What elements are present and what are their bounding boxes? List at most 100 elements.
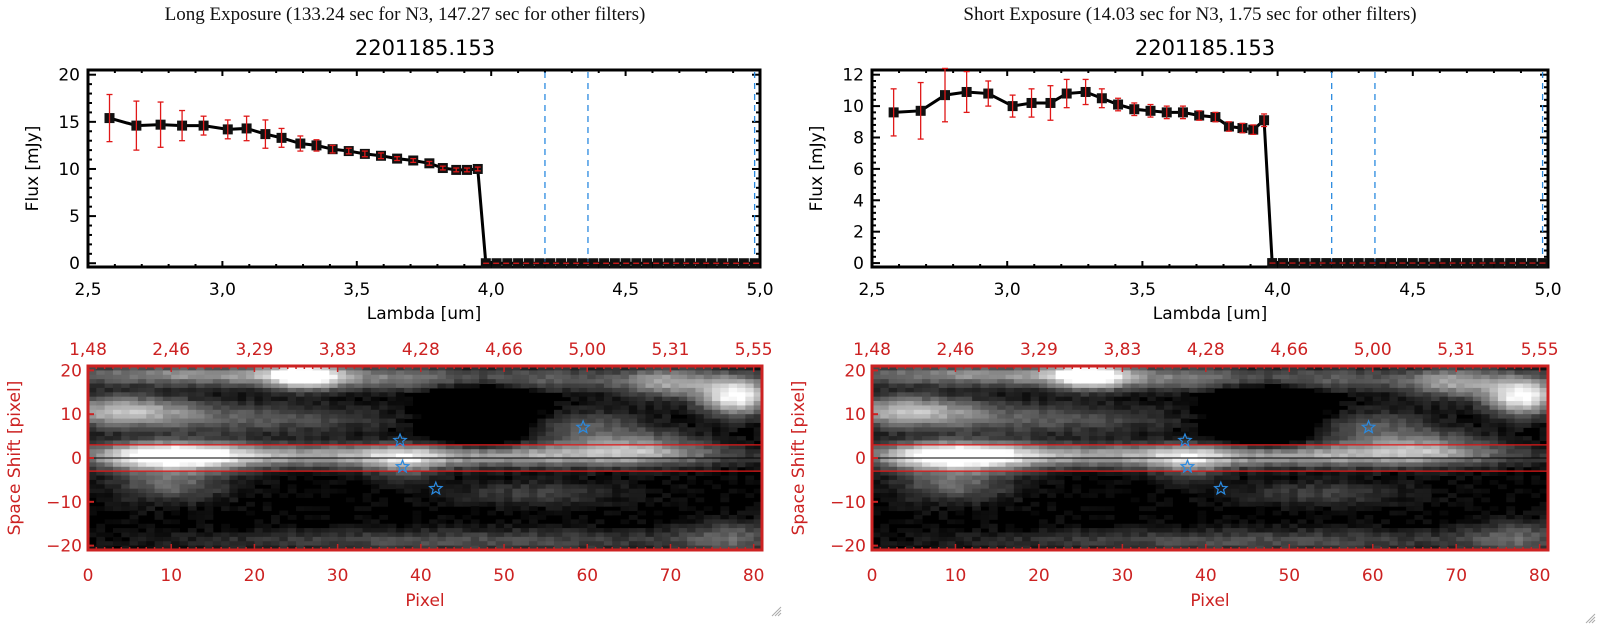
- image-pixel: [988, 414, 998, 420]
- image-pixel: [1189, 541, 1198, 547]
- image-pixel: [504, 506, 513, 512]
- image-pixel: [1080, 528, 1090, 533]
- image-pixel: [254, 466, 264, 472]
- image-pixel: [888, 396, 898, 402]
- image-pixel: [237, 484, 247, 490]
- image-pixel: [88, 370, 97, 376]
- image-pixel: [1172, 440, 1182, 446]
- x-axis-title: Lambda [um]: [367, 304, 481, 324]
- image-pixel: [1072, 370, 1082, 376]
- image-pixel: [88, 479, 97, 485]
- image-pixel: [1030, 422, 1040, 428]
- image-pixel: [204, 532, 214, 538]
- image-pixel: [1013, 366, 1023, 371]
- image-pixel: [1030, 379, 1040, 385]
- image-pixel: [437, 383, 447, 389]
- image-pixel: [262, 396, 272, 402]
- image-pixel: [972, 436, 981, 441]
- image-pixel: [462, 545, 472, 551]
- image-pixel: [745, 396, 755, 402]
- image-pixel: [529, 514, 538, 520]
- image-pixel: [520, 475, 530, 481]
- image-pixel: [612, 453, 622, 459]
- image-pixel: [1147, 453, 1157, 459]
- image-pixel: [595, 493, 605, 498]
- image-pixel: [520, 506, 530, 512]
- image-pixel: [737, 392, 746, 398]
- image-pixel: [362, 471, 372, 477]
- image-pixel: [545, 501, 555, 507]
- image-pixel: [930, 392, 940, 398]
- image-pixel: [345, 387, 355, 393]
- image-pixel: [1055, 418, 1065, 424]
- image-pixel: [545, 427, 555, 433]
- image-pixel: [1139, 387, 1148, 393]
- y-tick-label: 10: [842, 97, 864, 117]
- image-pixel: [487, 444, 497, 450]
- image-pixel: [1189, 466, 1198, 472]
- image-pixel: [1063, 493, 1073, 498]
- image-pixel: [312, 506, 322, 512]
- image-pixel: [162, 409, 172, 415]
- image-pixel: [955, 427, 965, 433]
- image-pixel: [595, 409, 605, 415]
- image-pixel: [1047, 466, 1057, 472]
- image-pixel: [628, 370, 638, 376]
- image-pixel: [745, 462, 755, 468]
- image-pixel: [354, 466, 364, 472]
- image-pixel: [229, 396, 239, 402]
- image-pixel: [637, 493, 647, 498]
- image-pixel: [196, 392, 205, 398]
- image-pixel: [1114, 396, 1123, 402]
- image-pixel: [988, 366, 998, 371]
- image-pixel: [212, 541, 222, 547]
- image-pixel: [304, 414, 314, 420]
- image-pixel: [1097, 401, 1107, 406]
- image-pixel: [171, 387, 181, 393]
- image-pixel: [753, 436, 763, 441]
- image-pixel: [637, 484, 647, 490]
- image-pixel: [112, 418, 122, 424]
- image-pixel: [1139, 449, 1148, 455]
- image-pixel: [171, 506, 181, 512]
- image-pixel: [678, 532, 688, 538]
- image-pixel: [1047, 440, 1057, 446]
- image-pixel: [379, 392, 389, 398]
- image-pixel: [387, 545, 397, 551]
- image-pixel: [1114, 431, 1123, 437]
- image-pixel: [504, 440, 513, 446]
- image-pixel: [320, 458, 330, 463]
- image-pixel: [880, 387, 890, 393]
- image-pixel: [1105, 506, 1115, 512]
- image-pixel: [537, 436, 547, 441]
- image-pixel: [337, 462, 347, 468]
- image-pixel: [963, 545, 973, 551]
- image-pixel: [703, 387, 713, 393]
- image-pixel: [454, 466, 463, 472]
- image-pixel: [529, 471, 538, 477]
- image-pixel: [387, 484, 397, 490]
- image-pixel: [1147, 506, 1157, 512]
- image-pixel: [88, 405, 97, 411]
- image-pixel: [653, 536, 663, 542]
- image-pixel: [287, 422, 297, 428]
- image-pixel: [570, 458, 580, 463]
- image-pixel: [963, 466, 973, 472]
- image-pixel: [1055, 541, 1065, 547]
- image-pixel: [88, 449, 97, 455]
- image-pixel: [562, 458, 572, 463]
- image-pixel: [553, 379, 563, 385]
- image-pixel: [745, 444, 755, 450]
- image-pixel: [445, 484, 455, 490]
- image-pixel: [963, 379, 973, 385]
- image-pixel: [1072, 528, 1082, 533]
- image-pixel: [955, 409, 965, 415]
- image-pixel: [420, 383, 430, 389]
- image-pixel: [237, 545, 247, 551]
- image-pixel: [296, 466, 305, 472]
- image-pixel: [1097, 414, 1107, 420]
- image-pixel: [345, 440, 355, 446]
- image-pixel: [947, 379, 956, 385]
- image-pixel: [872, 493, 881, 498]
- image-pixel: [196, 366, 205, 371]
